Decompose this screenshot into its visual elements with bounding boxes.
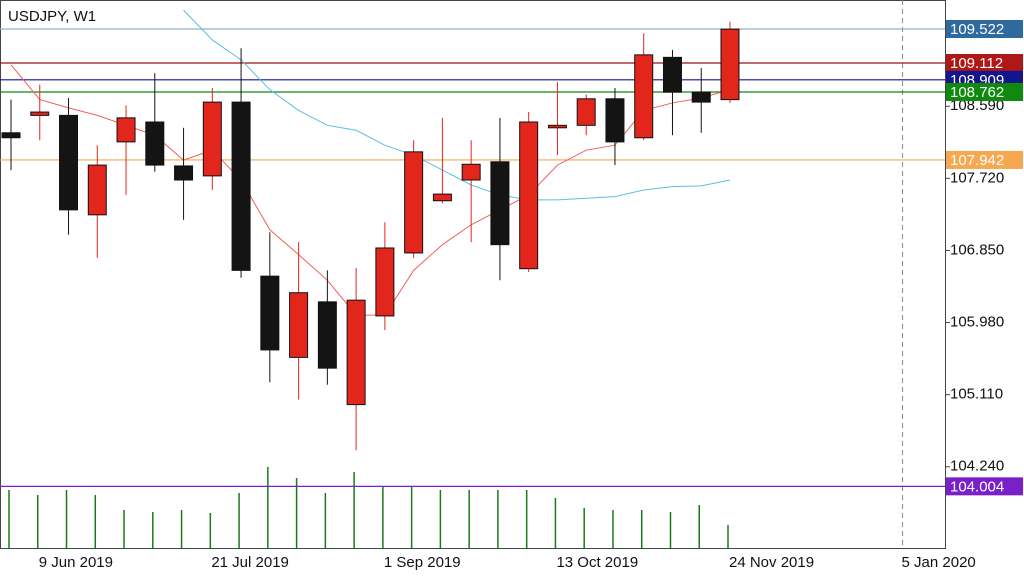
x-tick-label: 21 Jul 2019 <box>211 554 289 571</box>
candle-body <box>317 301 337 369</box>
candle-body <box>59 114 79 211</box>
moving-average <box>183 9 731 201</box>
candle-body <box>576 98 596 126</box>
candle-body <box>145 121 165 166</box>
price-level-tag <box>946 477 1023 496</box>
candle-body <box>289 292 309 358</box>
price-level-label: 109.522 <box>950 21 1004 38</box>
x-tick-label: 5 Jan 2020 <box>902 554 976 571</box>
x-tick-label: 9 Jun 2019 <box>39 554 113 571</box>
candle-body <box>662 56 682 93</box>
candle-body <box>720 28 740 101</box>
candle-body <box>605 98 625 143</box>
candle-body <box>432 193 452 202</box>
price-level-label: 108.762 <box>950 84 1004 101</box>
y-tick-label: 105.110 <box>950 386 1003 403</box>
candle-body <box>202 101 222 177</box>
x-tick-label: 1 Sep 2019 <box>384 554 461 571</box>
candle-body <box>174 165 194 181</box>
candle-body <box>634 54 654 139</box>
candle-body <box>116 117 136 143</box>
y-tick-label: 108.590 <box>950 97 1004 114</box>
price-level-label: 107.942 <box>950 152 1004 169</box>
price-level-tag <box>946 82 1023 101</box>
candle-body <box>30 111 50 116</box>
price-level-label: 104.004 <box>950 478 1004 495</box>
x-tick-label: 13 Oct 2019 <box>556 554 638 571</box>
plot-frame <box>0 0 946 549</box>
candle-body <box>346 299 366 406</box>
candle-body <box>461 163 481 181</box>
price-level-label: 109.112 <box>950 55 1003 72</box>
candle-body <box>1 132 21 139</box>
candle-body <box>404 151 424 254</box>
y-tick-label: 104.240 <box>950 458 1004 475</box>
price-level-tag <box>946 20 1023 39</box>
candle-body <box>490 161 510 246</box>
candle-body <box>547 124 567 129</box>
candle-body <box>519 121 539 270</box>
price-level-tag <box>946 53 1023 72</box>
x-tick-label: 24 Nov 2019 <box>729 554 814 571</box>
candle-body <box>375 247 395 317</box>
candle-body <box>260 275 280 351</box>
y-tick-label: 107.720 <box>950 169 1004 186</box>
chart-title: USDJPY, W1 <box>8 8 96 25</box>
price-level-tag <box>946 150 1023 169</box>
y-tick-label: 106.850 <box>950 241 1004 258</box>
candle-body <box>231 101 251 271</box>
candle-body <box>87 164 107 216</box>
y-tick-label: 105.980 <box>950 314 1004 331</box>
candle-body <box>691 91 711 103</box>
